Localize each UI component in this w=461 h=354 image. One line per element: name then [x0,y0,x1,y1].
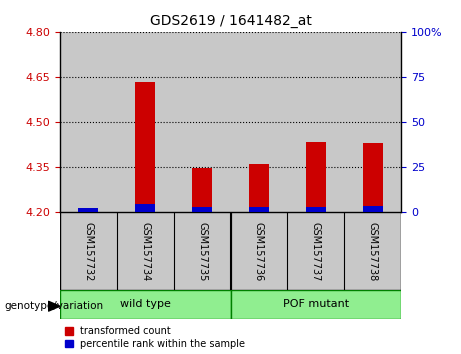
Text: GSM157738: GSM157738 [367,222,378,281]
Bar [230,290,401,319]
Text: GSM157732: GSM157732 [83,222,94,281]
Text: genotype/variation: genotype/variation [5,301,104,311]
Bar [363,143,383,212]
Bar [249,207,269,212]
Bar [192,207,212,212]
Text: GSM157736: GSM157736 [254,222,264,281]
Bar [135,204,155,212]
Bar [78,209,98,212]
Bar [363,206,383,212]
Text: GSM157737: GSM157737 [311,222,321,281]
Text: GSM157734: GSM157734 [140,222,150,281]
Bar [60,32,117,212]
Bar [287,32,344,212]
Bar [249,164,269,212]
Text: wild type: wild type [120,299,171,309]
Bar [60,290,230,319]
Bar [192,168,212,212]
Bar [306,142,326,212]
Bar [306,207,326,212]
Bar [174,32,230,212]
Bar [117,32,174,212]
Bar [230,32,287,212]
Legend: transformed count, percentile rank within the sample: transformed count, percentile rank withi… [65,326,245,349]
Bar [135,81,155,212]
Text: POF mutant: POF mutant [283,299,349,309]
Bar [344,32,401,212]
Polygon shape [48,301,60,311]
Text: GSM157735: GSM157735 [197,222,207,281]
Bar [78,208,98,212]
Title: GDS2619 / 1641482_at: GDS2619 / 1641482_at [149,14,312,28]
